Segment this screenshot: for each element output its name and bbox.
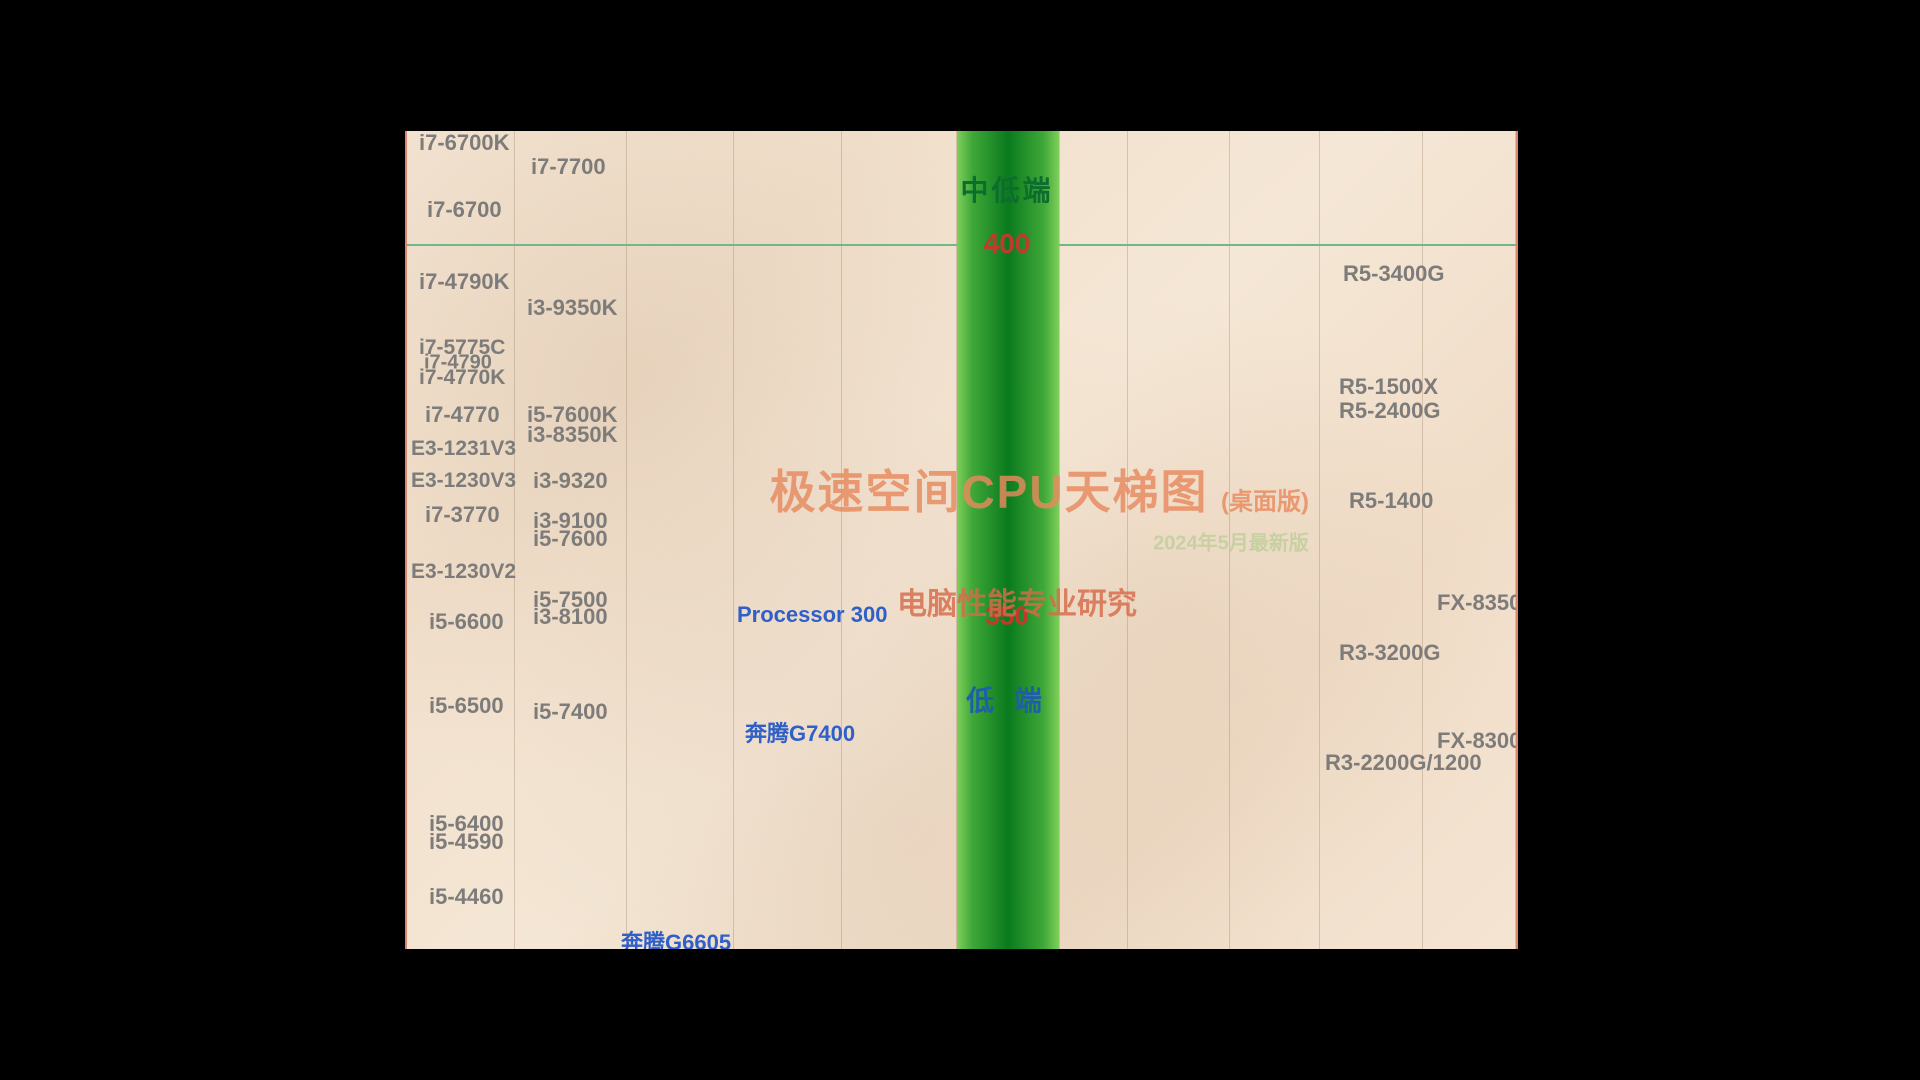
cpu-label: i5-6600	[429, 609, 504, 635]
cpu-label: i7-4770K	[419, 366, 505, 390]
cpu-label: i3-9350K	[527, 295, 618, 321]
gridline-vertical	[626, 131, 627, 949]
cpu-label: i5-7400	[533, 699, 608, 725]
gridline-vertical	[1059, 131, 1060, 949]
cpu-label: i3-8100	[533, 604, 608, 630]
gridline-vertical	[514, 131, 515, 949]
watermark-subtitle: 电脑性能专业研究	[897, 579, 1137, 623]
cpu-label: R5-1500X	[1339, 374, 1438, 400]
watermark-title: 极速空间CPU天梯图	[769, 456, 1208, 522]
gridline-vertical	[1515, 131, 1516, 949]
cpu-label: i5-4460	[429, 884, 504, 910]
gridline-vertical	[733, 131, 734, 949]
watermark-version: 2024年5月最新版	[1153, 527, 1309, 556]
gridline-vertical	[1319, 131, 1320, 949]
cpu-label: R5-2400G	[1339, 398, 1441, 424]
gridline-vertical	[1127, 131, 1128, 949]
cpu-label: R3-2200G/1200	[1325, 750, 1482, 776]
cpu-label: E3-1231V3	[411, 437, 516, 461]
tier-label: 中低端	[960, 169, 1053, 209]
cpu-label: Processor 300	[737, 602, 887, 628]
cpu-label: i7-4790K	[419, 269, 510, 295]
gridline-vertical	[1422, 131, 1423, 949]
cpu-label: R5-3400G	[1343, 261, 1445, 287]
cpu-label: i5-7600	[533, 526, 608, 552]
cpu-label: R5-1400	[1349, 488, 1433, 514]
cpu-label: i5-6500	[429, 693, 504, 719]
cpu-label: i7-6700K	[419, 131, 510, 156]
watermark-suffix: (桌面版)	[1221, 482, 1309, 517]
gridline-vertical	[841, 131, 842, 949]
cpu-label: i7-4770	[425, 402, 500, 428]
cpu-label: i7-6700	[427, 197, 502, 223]
chart-frame: 中低端低 端400350极速空间CPU天梯图(桌面版)2024年5月最新版电脑性…	[232, 131, 1688, 949]
cpu-label: i3-9320	[533, 468, 608, 494]
cpu-label: E3-1230V2	[411, 560, 516, 584]
cpu-label: 奔腾G7400	[745, 716, 855, 748]
cpu-label: i7-7700	[531, 154, 606, 180]
cpu-label: i7-3770	[425, 502, 500, 528]
cpu-label: R3-3200G	[1339, 640, 1441, 666]
cpu-label: i3-8350K	[527, 422, 618, 448]
chart-paper: 中低端低 端400350极速空间CPU天梯图(桌面版)2024年5月最新版电脑性…	[405, 131, 1518, 949]
cpu-label: i5-4590	[429, 829, 504, 855]
cpu-label: 奔腾G6605	[621, 925, 731, 949]
cpu-label: E3-1230V3	[411, 469, 516, 493]
score-marker: 400	[984, 228, 1031, 260]
tier-label: 低 端	[966, 679, 1048, 719]
cpu-label: FX-8350	[1437, 590, 1518, 616]
